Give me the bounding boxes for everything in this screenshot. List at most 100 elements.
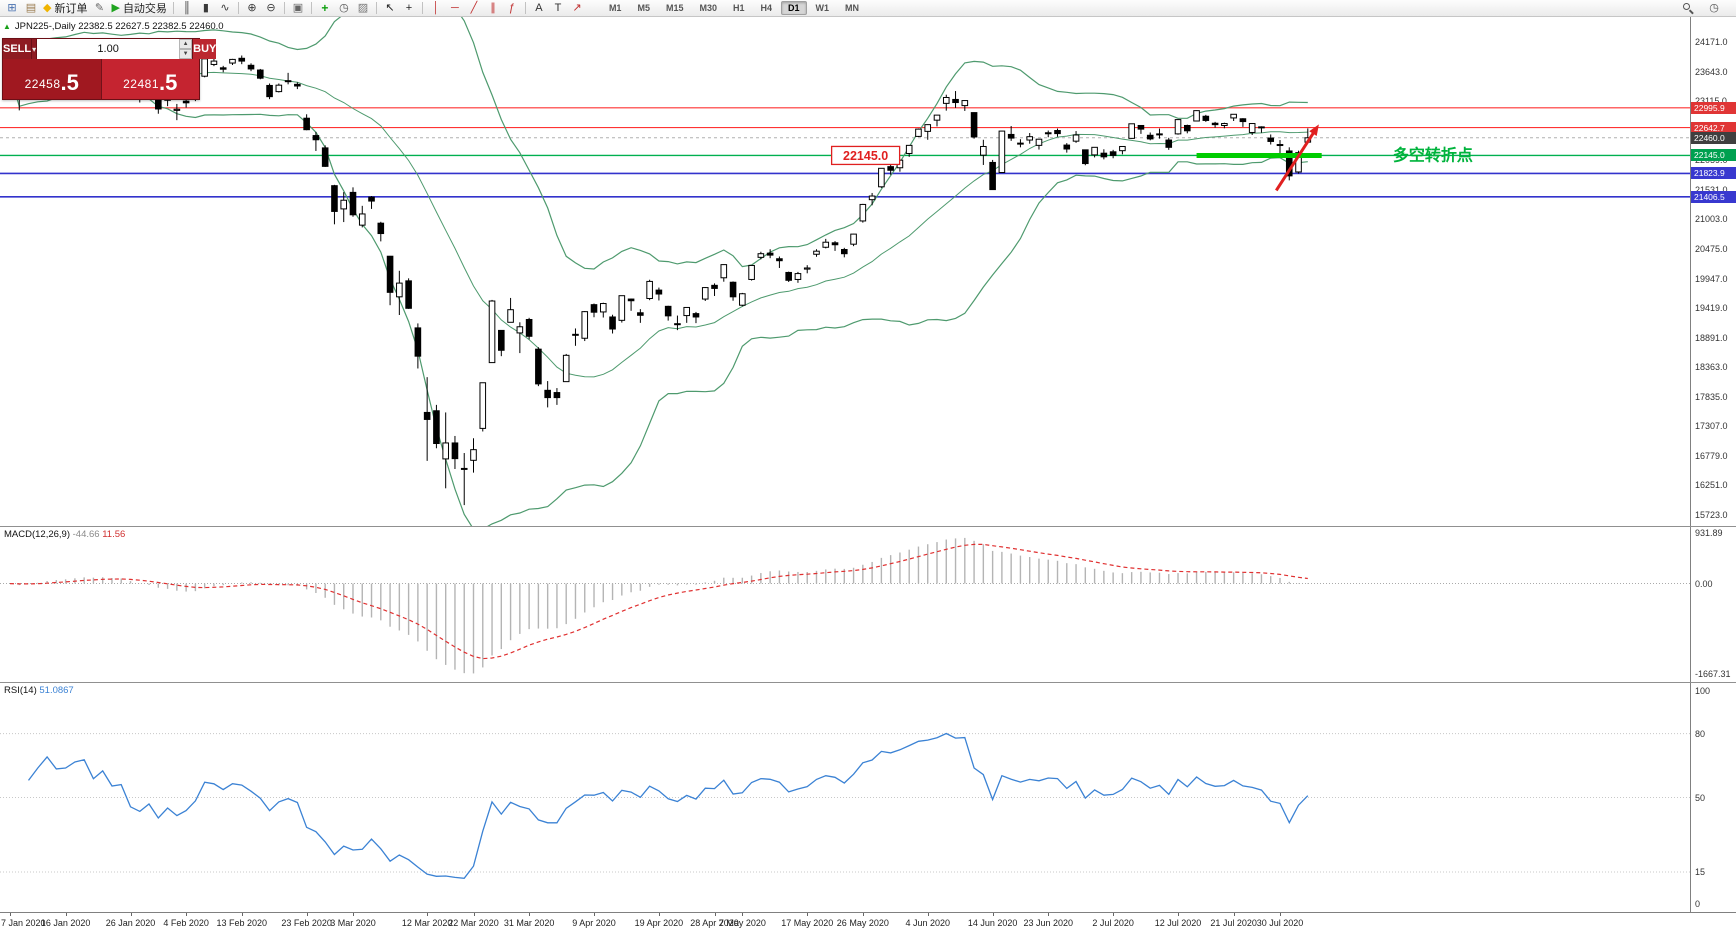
profiles-button[interactable]: ▤ (22, 1, 40, 16)
candle-body (1082, 149, 1089, 165)
indicators-button[interactable]: + (316, 1, 334, 16)
autotrading-button[interactable]: ▶ 自动交易 (109, 1, 168, 16)
main-chart-canvas[interactable]: 22145.0 多空转折点 (0, 17, 1690, 526)
buy-arrow-annotation[interactable] (1275, 128, 1317, 192)
candle-body (757, 253, 765, 258)
timeframe-m30-button[interactable]: M30 (699, 3, 717, 13)
crosshair-button[interactable]: + (400, 1, 418, 16)
expand-triangle-icon[interactable]: ▲ (3, 21, 11, 31)
main-chart-panel[interactable]: 22145.0 多空转折点 ▲ JPN225-,Daily 22382.5 226… (0, 17, 1736, 526)
line-chart-button[interactable]: ∿ (216, 1, 234, 16)
metaeditor-button[interactable]: ✎ (90, 1, 108, 16)
cursor-icon: ↖ (385, 1, 395, 14)
candle-body (1091, 146, 1098, 156)
candle-body (1230, 113, 1237, 119)
candlestick-chart-button[interactable]: ▮ (197, 1, 215, 16)
candle-body (284, 80, 292, 83)
turning-point-label[interactable]: 多空转折点 (1393, 145, 1473, 164)
text-button[interactable]: A (530, 1, 548, 16)
volume-input[interactable] (37, 39, 180, 59)
search-button[interactable] (1679, 1, 1697, 16)
price-scale-label: 15723.0 (1695, 510, 1728, 520)
tile-windows-button[interactable]: ▣ (289, 1, 307, 16)
candle-body (1193, 110, 1200, 122)
candle-body (201, 58, 208, 77)
candle-body (219, 67, 227, 70)
timeframe-w1-button[interactable]: W1 (815, 3, 830, 13)
timeframe-m5-button[interactable]: M5 (637, 3, 650, 13)
candle-body (331, 185, 338, 212)
panel-separator[interactable] (0, 526, 1736, 527)
price-scale-label: 21531.0 (1695, 185, 1728, 195)
price-scale-label: 16779.0 (1695, 450, 1728, 461)
timeframe-h4-button[interactable]: H4 (760, 3, 773, 13)
volume-up-button[interactable]: ▲ (179, 39, 193, 49)
timeframe-toolbar: M1 M5 M15 M30 H1 H4 D1 W1 MN (602, 1, 866, 15)
timeframe-d1-button[interactable]: D1 (781, 1, 807, 15)
timeframe-m15-button[interactable]: M15 (665, 3, 684, 13)
candle-body (414, 327, 422, 357)
price-scale[interactable]: 24171.023643.023115.022587.022059.021531… (1690, 17, 1736, 526)
price-badge: 22642.7 (1691, 121, 1736, 134)
price-callout-box[interactable] (830, 145, 901, 166)
macd-canvas[interactable] (0, 527, 1690, 682)
candle-body (868, 195, 876, 201)
candle-body (581, 311, 589, 339)
price-scale-label: 23643.0 (1695, 66, 1728, 77)
periods-button[interactable]: ◷ (335, 1, 353, 16)
toolbar: ⊞ ▤ ◆ 新订单 ✎ ▶ 自动交易 ║ ▮ ∿ ⊕ ⊖ ▣ + ◷ ▨ ↖ + │ ─ ╱ ∥ ƒ A T ↗ M1 M5 M15 M… (0, 0, 1736, 17)
vertical-line-button[interactable]: │ (427, 1, 445, 16)
date-axis-label: 22 Mar 2020 (448, 918, 499, 928)
price-scale-label: 18891.0 (1695, 332, 1728, 343)
templates-button[interactable]: ▨ (354, 1, 372, 16)
macd-scale[interactable]: 931.89 0.00 -1667.31 (1690, 527, 1736, 682)
cursor-button[interactable]: ↖ (381, 1, 399, 16)
volume-down-button[interactable]: ▼ (179, 49, 193, 59)
rsi-panel[interactable]: RSI(14) 51.0867 100 80 50 15 0 (0, 683, 1736, 912)
trendline-button[interactable]: ╱ (465, 1, 483, 16)
zoom-in-button[interactable]: ⊕ (243, 1, 261, 16)
horizontal-line-button[interactable]: ─ (446, 1, 464, 16)
fibonacci-icon: ƒ (508, 1, 515, 14)
zoom-out-button[interactable]: ⊖ (262, 1, 280, 16)
candle-body (729, 281, 737, 298)
volume-dropdown-button[interactable]: ▾ (31, 39, 37, 59)
macd-signal-line (9, 543, 1308, 660)
buy-price-button[interactable]: 22481.5 (101, 59, 199, 99)
sell-price-button[interactable]: 22458.5 (3, 59, 102, 99)
toolbar-separator (172, 2, 174, 14)
candle-body (989, 161, 996, 191)
macd-panel[interactable]: MACD(12,26,9) -44.66 11.56 931.89 0.00 -16… (0, 527, 1736, 682)
timeframe-h1-button[interactable]: H1 (733, 3, 745, 13)
timeframe-mn-button[interactable]: MN (845, 3, 860, 13)
timeframe-m1-button[interactable]: M1 (608, 3, 622, 13)
rsi-scale-label: 100 (1695, 686, 1711, 696)
price-callout-text: 22145.0 (843, 149, 888, 163)
alerts-button[interactable]: ◷ (1705, 1, 1723, 16)
rsi-scale[interactable]: 100 80 50 15 0 (1690, 683, 1736, 912)
zoom-out-icon: ⊖ (266, 1, 276, 14)
date-axis-label: 4 Feb 2020 (163, 918, 209, 928)
candle-body (664, 305, 672, 317)
candle-body (442, 442, 449, 460)
arrow-tool-button[interactable]: ↗ (568, 1, 586, 16)
date-axis[interactable]: 7 Jan 2020 16 Jan 2020 26 Jan 2020 4 Feb 20… (0, 912, 1736, 944)
candle-body (766, 252, 774, 256)
bar-chart-button[interactable]: ║ (178, 1, 196, 16)
symbol-ohlc-text: JPN225-,Daily 22382.5 22627.5 22382.5 22… (14, 21, 224, 32)
chart-window-button[interactable]: ⊞ (3, 1, 21, 16)
buy-button[interactable]: BUY (193, 39, 217, 59)
candle-body (312, 135, 320, 141)
new-order-button[interactable]: ◆ 新订单 (41, 1, 89, 16)
chart-window-icon: ⊞ (7, 1, 17, 14)
sell-button[interactable]: SELL (3, 39, 32, 59)
fibonacci-button[interactable]: ƒ (503, 1, 521, 16)
panel-separator[interactable] (0, 682, 1736, 683)
candle-body (433, 410, 440, 445)
candle-body (507, 309, 514, 323)
price-scale-label: 23115.0 (1695, 96, 1727, 106)
rsi-canvas[interactable] (0, 683, 1690, 912)
price-badge: 22145.0 (1691, 149, 1736, 162)
channel-button[interactable]: ∥ (484, 1, 502, 16)
label-button[interactable]: T (549, 1, 567, 16)
